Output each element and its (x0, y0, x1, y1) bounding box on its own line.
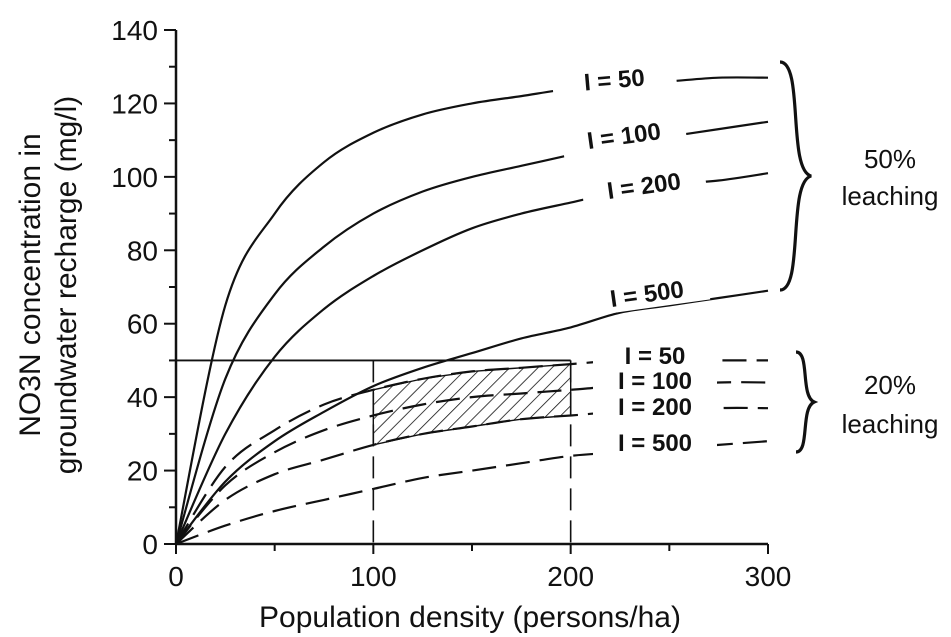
y-tick-label: 20 (127, 456, 158, 487)
hatched-area (372, 363, 572, 446)
curve-label: I = 50 (625, 343, 686, 370)
brace-20pct (795, 350, 819, 454)
x-axis-label: Population density (persons/ha) (259, 601, 681, 634)
curve-label-backing (593, 429, 717, 457)
curves (174, 76, 769, 546)
curve-label: I = 100 (585, 118, 662, 155)
curve-label-backing (583, 271, 711, 317)
curve-label: I = 500 (618, 430, 692, 457)
curve-label: I = 200 (618, 394, 692, 421)
y-axis-label-line1: NO3N concentration in (14, 133, 47, 437)
hatched-region (372, 363, 572, 446)
group-label-leaching: leaching (842, 409, 939, 439)
y-tick-label: 100 (111, 162, 158, 193)
brace-50pct (779, 60, 812, 292)
axes: 0 100 200 300 0 20 40 60 80 100 120 140 (111, 15, 791, 592)
curve-label-backing (580, 163, 708, 209)
curve-label-backing (560, 113, 688, 159)
y-tick-label: 60 (127, 309, 158, 340)
x-tick-label: 100 (350, 561, 397, 592)
y-axis-label-line2: groundwater recharge (mg/l) (50, 96, 83, 475)
curve-50pct-50 (174, 76, 769, 545)
curve-20pct-500 (175, 440, 769, 546)
curve-label-backing (593, 393, 717, 421)
curve-label: I = 200 (605, 168, 682, 205)
group-label-percent: 50% (864, 144, 916, 174)
curve-label: I = 100 (618, 368, 692, 395)
curve-label-backing (593, 367, 717, 395)
y-tick-label: 40 (127, 382, 158, 413)
group-label-leaching: leaching (842, 181, 939, 211)
brackets: 50% leaching 20% leaching (779, 60, 939, 454)
x-tick-label: 0 (168, 561, 184, 592)
y-tick-label: 80 (127, 235, 158, 266)
x-tick-label: 200 (547, 561, 594, 592)
y-tick-label: 0 (142, 529, 158, 560)
group-label-percent: 20% (864, 370, 916, 400)
curve-label-backing (593, 342, 717, 370)
curve-label: I = 50 (583, 64, 646, 96)
curve-50pct-500 (175, 289, 769, 545)
x-tick-label: 300 (745, 561, 792, 592)
curve-20pct-100 (175, 381, 769, 545)
y-tick-label: 140 (111, 15, 158, 46)
curve-20pct-200 (175, 406, 769, 545)
curve-label-backing (551, 60, 678, 100)
reference-lines (176, 359, 572, 544)
y-tick-label: 120 (111, 88, 158, 119)
curve-label: I = 500 (608, 276, 685, 313)
